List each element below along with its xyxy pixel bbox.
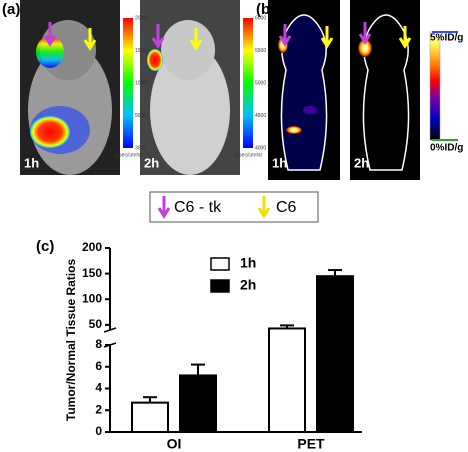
legend-label: 1h [240,255,256,271]
arrow-c6tk [278,24,292,47]
mouse-outline [362,14,410,171]
x-tick-label: OI [167,436,182,452]
panel-a: (a) 1h 2h [2,0,253,175]
bar [316,275,354,433]
legend-box [149,191,319,223]
colorbar [123,18,133,148]
signal [147,49,163,71]
y-tick-label: 50 [89,317,103,331]
y-axis-title: Tumor/Normal Tissue Ratios [64,259,78,422]
panel-b: (b) 1h 2h 5%ID/g 0%ID/g [256,0,463,180]
arrow-c6 [320,26,334,49]
y-tick-label: 8 [95,337,102,351]
y-tick-label: 0 [95,424,102,438]
panel-label: (a) [2,1,20,18]
signal [303,106,317,114]
panel-label: (c) [36,238,54,255]
y-tick-label: 200 [82,240,102,254]
legend-arrow [157,196,171,219]
colorbar-unit: p/sec/cm²/sr [115,152,143,158]
scale-max: 5%ID/g [430,33,463,44]
mouse-body [150,45,230,175]
arrow-legend: C6 - tk C6 [149,191,319,223]
colorbar-tick: 5000 [135,113,146,119]
y-tick-label: 4 [95,381,102,395]
y-tick-label: 100 [82,291,102,305]
legend-label: 2h [240,277,256,293]
signal [358,39,372,57]
signal [286,126,302,134]
bar [268,327,306,433]
legend-arrow [257,196,271,219]
time-label: 1h [24,155,39,170]
bar [131,401,169,434]
arrow-c6 [189,28,203,51]
bar-chart: (c) Tumor/Normal Tissue Ratios 0 2 4 6 8 50 10… [36,238,362,452]
colorbar-tick: 5000 [255,80,266,86]
arrow-c6tk [151,24,165,49]
axis-break [103,342,117,348]
colorbar-tick: 20000 [135,15,149,21]
bar [179,374,217,434]
signal [36,36,64,68]
colorbar-tick: 6000 [255,15,266,21]
colorbar-tick: 10000 [135,80,149,86]
scale-min: 0%ID/g [430,143,463,154]
arrow-c6tk [43,22,57,47]
colorbar-min: 3000 [135,145,146,151]
colorbar-unit: p/sec/cm²/sr [235,152,263,158]
colorbar [243,18,253,148]
y-tick-label: 6 [95,359,102,373]
colorbar-tick: 15000 [135,48,149,54]
legend-label: C6 - tk [174,199,222,216]
legend-swatch [210,279,230,293]
colorbar-tick: 5500 [255,48,266,54]
time-label: 1h [272,155,287,170]
legend-swatch [210,257,230,271]
arrow-c6 [398,26,412,49]
colorbar-tick: 4500 [255,113,266,119]
arrow-c6 [83,28,97,51]
signal [30,116,70,148]
y-tick-label: 150 [82,266,102,280]
colorbar-min: 4000 [255,145,266,151]
mouse-head [161,20,215,80]
colorbar [429,31,441,141]
axis-break [103,327,117,333]
time-label: 2h [144,155,159,170]
time-label: 2h [354,155,369,170]
legend-label: C6 [276,199,297,216]
x-tick-label: PET [297,436,325,452]
arrow-c6tk [358,22,372,45]
panel-label: (b) [256,1,275,18]
y-tick-label: 2 [95,402,102,416]
